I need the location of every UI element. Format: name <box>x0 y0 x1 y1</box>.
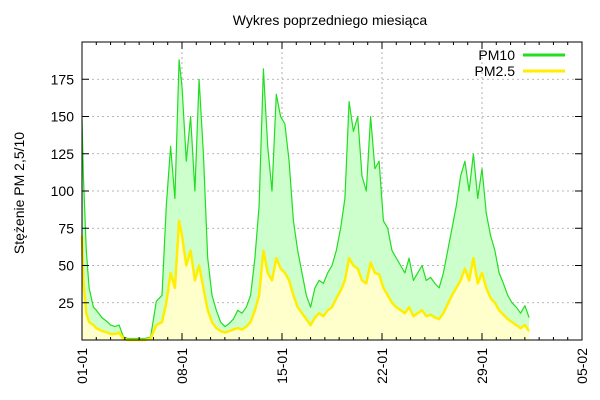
x-tick-label: 01-01 <box>74 348 90 384</box>
line-pm10 <box>81 59 530 340</box>
legend-label: PM2.5 <box>475 63 516 79</box>
chart-title: Wykres poprzedniego miesiąca <box>233 12 428 28</box>
area-pm25 <box>82 220 530 340</box>
line-pm25 <box>80 219 531 342</box>
y-tick-label: 175 <box>51 71 75 87</box>
x-tick-label: 22-01 <box>374 348 390 384</box>
x-tick-label: 29-01 <box>474 348 490 384</box>
axis-ticks <box>81 42 583 340</box>
y-tick-label: 100 <box>51 183 75 199</box>
y-tick-label: 25 <box>58 295 74 311</box>
series-lines <box>80 59 531 342</box>
legend-label: PM10 <box>478 47 515 63</box>
y-tick-label: 75 <box>58 220 74 236</box>
y-tick-label: 150 <box>51 109 75 125</box>
x-tick-labels: 01-01 08-01 15-01 22-01 29-01 05-02 <box>74 348 590 384</box>
x-tick-label: 08-01 <box>174 348 190 384</box>
y-tick-label: 125 <box>51 146 75 162</box>
y-tick-labels: 25 50 75 100 125 150 175 <box>51 71 75 311</box>
y-tick-label: 50 <box>58 258 74 274</box>
y-axis-label: Stężenie PM 2,5/10 <box>11 132 27 254</box>
x-tick-label: 15-01 <box>274 348 290 384</box>
x-tick-label: 05-02 <box>574 348 590 384</box>
